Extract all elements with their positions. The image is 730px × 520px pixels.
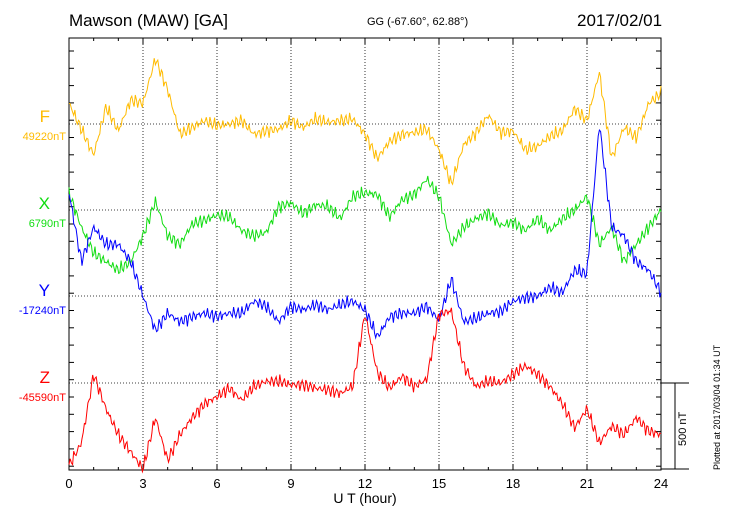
- component-label-x: X: [38, 194, 50, 213]
- series-lines: [68, 58, 662, 474]
- axis-ticks: [68, 38, 662, 470]
- component-baseline-f: 49220nT: [22, 131, 66, 143]
- x-tick-labels: 0 3 6 9 12 15 18 21 24: [65, 476, 668, 491]
- station-coordinates: GG (-67.60°, 62.88°): [367, 16, 469, 28]
- x-tick-label-21: 21: [580, 476, 594, 491]
- component-label-f: F: [39, 107, 50, 126]
- series-line-f: [68, 58, 662, 186]
- x-axis-label: U T (hour): [333, 490, 397, 506]
- scale-bar: [661, 382, 689, 470]
- x-tick-label-15: 15: [432, 476, 446, 491]
- x-tick-label-3: 3: [139, 476, 146, 491]
- x-tick-label-0: 0: [65, 476, 72, 491]
- component-label-z: Z: [39, 368, 50, 387]
- component-label-y: Y: [38, 281, 50, 300]
- chart-date: 2017/02/01: [577, 11, 663, 30]
- component-baseline-z: -45590nT: [18, 392, 66, 404]
- x-tick-label-9: 9: [287, 476, 294, 491]
- x-tick-label-12: 12: [358, 476, 372, 491]
- station-title: Mawson (MAW) [GA]: [69, 11, 228, 30]
- component-baseline-x: 6790nT: [28, 218, 66, 230]
- series-line-y: [68, 129, 662, 340]
- component-baseline-y: -17240nT: [18, 305, 66, 317]
- grid-lines: [69, 38, 661, 470]
- series-line-x: [68, 175, 662, 275]
- x-tick-label-18: 18: [506, 476, 520, 491]
- series-line-z: [68, 307, 662, 474]
- x-tick-label-6: 6: [213, 476, 220, 491]
- x-tick-label-24: 24: [654, 476, 668, 491]
